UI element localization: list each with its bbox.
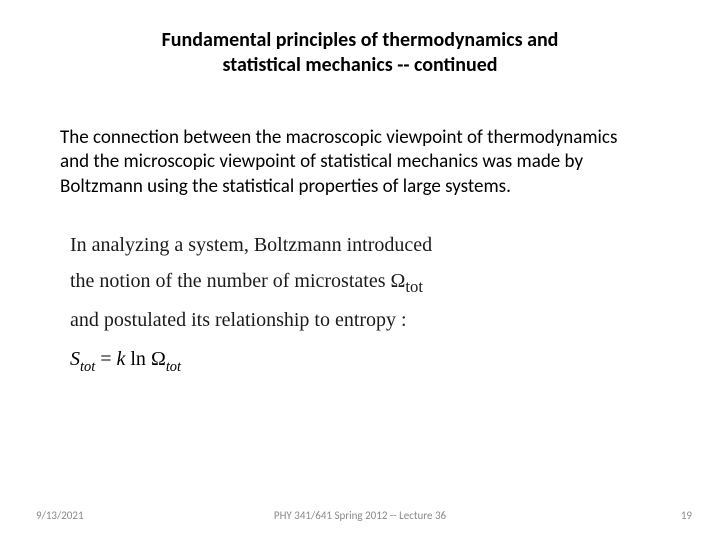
- slide-title: Fundamental principles of thermodynamics…: [80, 28, 640, 78]
- title-line-2: statistical mechanics -- continued: [80, 53, 640, 78]
- math-line-1: In analyzing a system, Boltzmann introdu…: [70, 227, 680, 263]
- math-line-2: the notion of the number of microstates …: [70, 263, 680, 302]
- title-line-1: Fundamental principles of thermodynamics…: [80, 28, 640, 53]
- eq-ln: ln: [125, 348, 151, 370]
- footer-page-number: 19: [681, 509, 692, 522]
- footer-course: PHY 341/641 Spring 2012 -- Lecture 36: [274, 509, 446, 522]
- math-line-2-prefix: the notion of the number of microstates: [70, 270, 390, 292]
- omega-symbol: Ω: [390, 270, 405, 292]
- math-line-3: and postulated its relationship to entro…: [70, 302, 680, 338]
- omega-sub: tot: [405, 277, 423, 296]
- slide-footer: 9/13/2021 PHY 341/641 Spring 2012 -- Lec…: [0, 509, 720, 522]
- eq-S-sub: tot: [80, 359, 95, 375]
- eq-omega: Ω: [151, 348, 166, 370]
- body-paragraph: The connection between the macroscopic v…: [60, 126, 640, 199]
- eq-omega-sub: tot: [166, 359, 181, 375]
- slide: Fundamental principles of thermodynamics…: [0, 0, 720, 540]
- footer-date: 9/13/2021: [36, 509, 84, 522]
- math-block: In analyzing a system, Boltzmann introdu…: [70, 227, 680, 338]
- eq-S: S: [70, 348, 80, 370]
- eq-equals: =: [95, 348, 116, 370]
- equation: Stot = k ln Ωtot: [70, 348, 680, 375]
